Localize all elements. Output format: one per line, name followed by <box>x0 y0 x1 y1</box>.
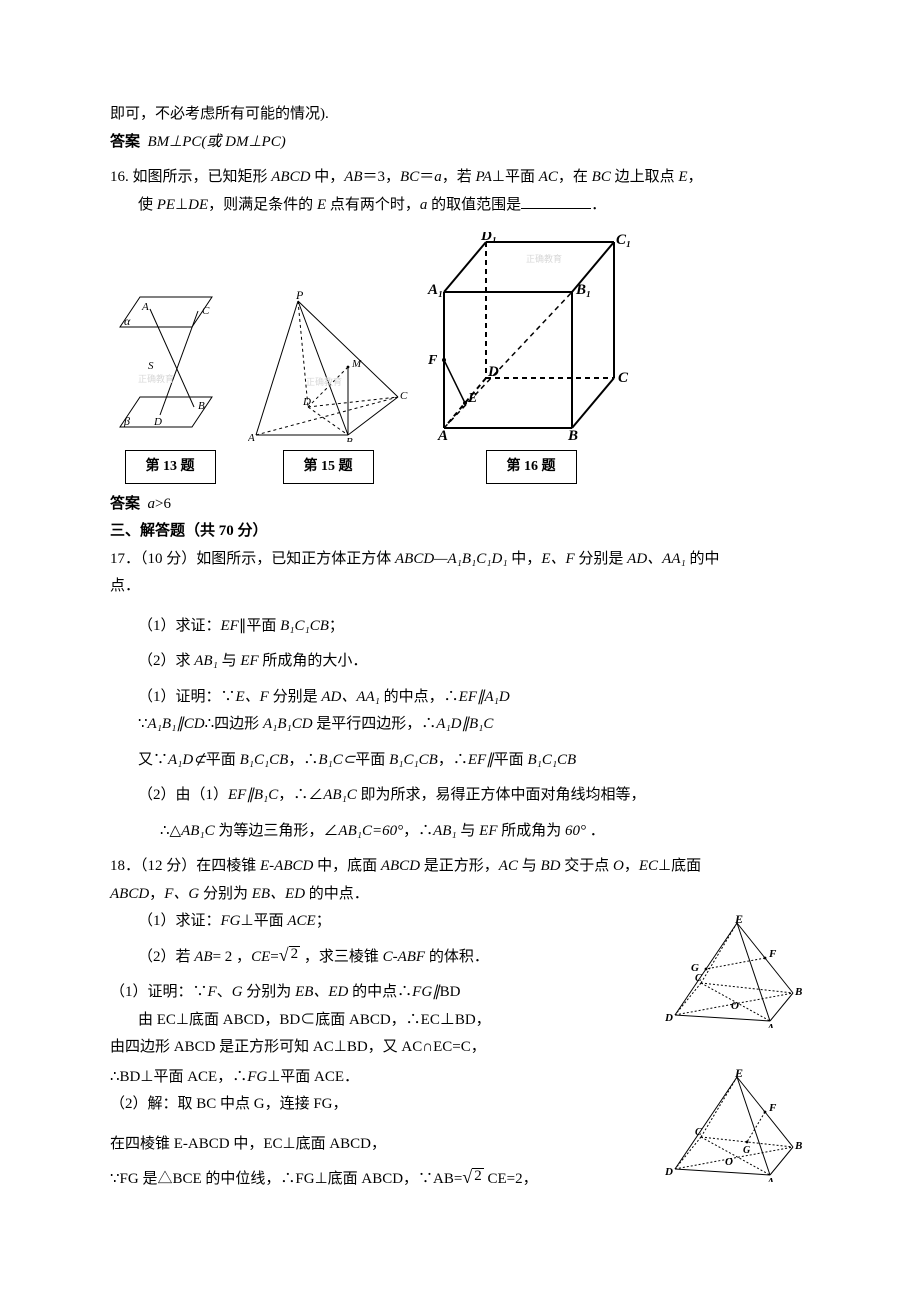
q17-proof3: 又∵A₁D⊄平面 B₁C₁CB，∴B₁C⊂平面 B₁C₁CB，∴EF∥平面 B₁… <box>110 748 810 774</box>
q17-proof1: （1）证明：∵E、F 分别是 AD、AA₁ 的中点，∴EF∥A₁D <box>110 685 810 711</box>
sqrt-icon: √2 <box>462 1168 483 1186</box>
q17-part1: （1）求证：EF∥平面 B₁C₁CB； <box>110 614 810 640</box>
svg-text:A₁: A₁ <box>427 282 443 298</box>
svg-text:B: B <box>794 986 802 998</box>
section-3-title: 三、解答题（共 70 分） <box>110 519 810 545</box>
svg-text:F: F <box>768 948 777 960</box>
q17-line2: 点． <box>110 574 810 600</box>
q18-proof3: 由四边形 ABCD 是正方形可知 AC⊥BD，又 AC∩EC=C， <box>110 1035 810 1061</box>
svg-text:O: O <box>725 1156 733 1168</box>
figure-cube: D₁ C₁ A₁ B₁ D C A B E F 正确教育 第 16 题 <box>426 232 636 484</box>
svg-text:C₁: C₁ <box>616 232 631 248</box>
svg-text:C: C <box>695 973 702 984</box>
svg-text:A: A <box>437 428 448 442</box>
fig18b-svg: E F G D C B A O <box>665 1067 810 1182</box>
svg-text:D: D <box>665 1166 673 1178</box>
svg-text:G: G <box>743 1145 751 1156</box>
answer-15-text: BM⊥PC(或 DM⊥PC) <box>148 134 286 150</box>
q18-line2: ABCD，F、G 分别为 EB、ED 的中点． <box>110 882 810 908</box>
svg-text:C: C <box>695 1127 702 1138</box>
svg-text:C: C <box>400 390 408 402</box>
svg-text:B: B <box>346 436 353 442</box>
svg-text:F: F <box>427 353 438 368</box>
answer-label: 答案 <box>110 134 140 150</box>
svg-text:B₁: B₁ <box>575 282 591 298</box>
q17-part2: （2）求 AB₁ 与 EF 所成角的大小． <box>110 649 810 675</box>
fig15-label: 第 15 题 <box>283 450 374 484</box>
svg-text:E: E <box>734 1067 743 1080</box>
svg-text:C: C <box>202 305 210 317</box>
svg-text:E: E <box>467 391 477 406</box>
svg-text:A: A <box>766 1176 774 1182</box>
fig13-svg: α A C β D B S 正确教育 <box>110 287 230 442</box>
svg-text:C: C <box>618 370 629 386</box>
sqrt-icon: √2 <box>279 946 300 964</box>
svg-text:F: F <box>768 1102 777 1114</box>
fig18a-svg: E F G D C B A O <box>665 913 810 1028</box>
figure-18a: E F G D C B A O <box>665 913 810 1028</box>
svg-text:E: E <box>734 913 743 926</box>
figure-15: P D M A B C 正确教育 第 15 题 <box>248 287 408 484</box>
q17-sol2b: ∴△AB₁C 为等边三角形，∠AB₁C=60°，∴AB₁ 与 EF 所成角为 6… <box>110 819 810 845</box>
svg-text:O: O <box>731 1000 739 1012</box>
svg-text:A: A <box>766 1022 774 1028</box>
fill-blank <box>521 208 591 209</box>
svg-text:D₁: D₁ <box>480 232 497 244</box>
q16-line1: 16. 如图所示，已知矩形 ABCD 中，AB＝3，BC＝a，若 PA⊥平面 A… <box>110 165 810 191</box>
svg-text:B: B <box>794 1140 802 1152</box>
svg-text:A: A <box>248 432 255 442</box>
q17-proof2: ∵A₁B₁∥CD∴四边形 A₁B₁CD 是平行四边形，∴A₁D∥B₁C <box>110 712 810 738</box>
svg-text:S: S <box>148 360 154 372</box>
q17-sol2a: （2）由（1）EF∥B₁C，∴∠AB₁C 即为所求，易得正方体中面对角线均相等， <box>110 783 810 809</box>
svg-text:正确教育: 正确教育 <box>526 253 562 264</box>
fig13-label: 第 13 题 <box>125 450 216 484</box>
q17-line1: 17．（10 分）如图所示，已知正方体正方体 ABCD—A₁B₁C₁D₁ 中，E… <box>110 547 810 573</box>
svg-text:P: P <box>295 288 304 302</box>
svg-text:A: A <box>141 301 149 313</box>
svg-text:M: M <box>351 358 362 370</box>
figure-13: α A C β D B S 正确教育 第 13 题 <box>110 287 230 484</box>
svg-text:正确教育: 正确教育 <box>306 376 342 387</box>
cube-svg: D₁ C₁ A₁ B₁ D C A B E F 正确教育 <box>426 232 636 442</box>
answer-15: 答案 BM⊥PC(或 DM⊥PC) <box>110 130 810 156</box>
answer-16: 答案 a>6 <box>110 492 810 518</box>
svg-text:D: D <box>302 396 311 408</box>
figures-row: α A C β D B S 正确教育 第 13 题 P <box>110 232 810 484</box>
svg-text:β: β <box>123 414 130 428</box>
svg-text:D: D <box>487 364 499 380</box>
svg-text:D: D <box>665 1012 673 1024</box>
fig16-label: 第 16 题 <box>486 450 577 484</box>
line-continuation: 即可，不必考虑所有可能的情况). <box>110 102 810 128</box>
svg-text:D: D <box>153 416 162 428</box>
svg-text:正确教育: 正确教育 <box>138 373 174 384</box>
svg-text:B: B <box>567 428 578 442</box>
figure-18b: E F G D C B A O <box>665 1067 810 1182</box>
q18-line1: 18．（12 分）在四棱锥 E-ABCD 中，底面 ABCD 是正方形，AC 与… <box>110 854 810 880</box>
q16-line2: 使 PE⊥DE，则满足条件的 E 点有两个时，a 的取值范围是． <box>110 193 810 219</box>
fig15-svg: P D M A B C 正确教育 <box>248 287 408 442</box>
svg-text:B: B <box>198 400 205 412</box>
svg-text:α: α <box>124 314 131 328</box>
